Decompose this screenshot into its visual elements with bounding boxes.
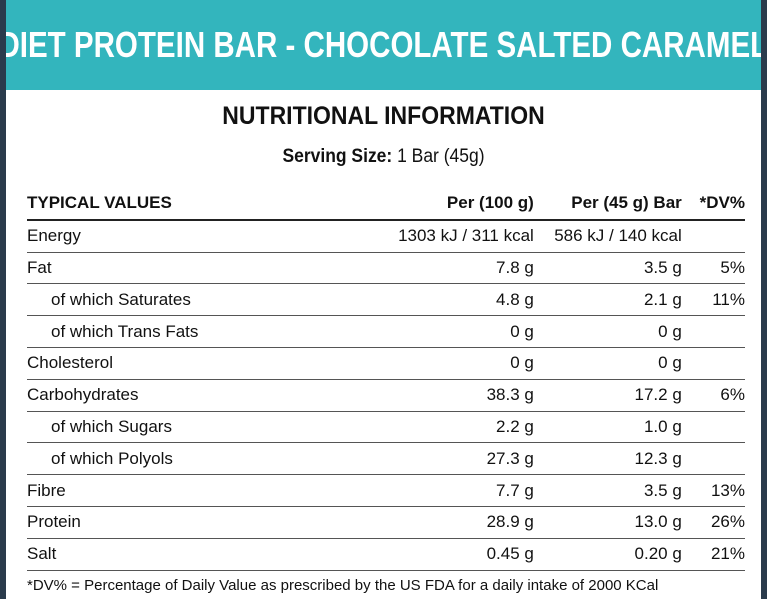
row-name: Fibre (27, 474, 356, 507)
row-per-bar: 13.0 g (533, 506, 682, 539)
header-per-bar: Per (45 g) Bar (533, 188, 682, 221)
row-name: of which Trans Fats (27, 315, 356, 348)
row-per-100g: 1303 kJ / 311 kcal (355, 219, 534, 253)
table-header-row: TYPICAL VALUES Per (100 g) Per (45 g) Ba… (27, 188, 745, 221)
row-per-100g: 7.8 g (355, 252, 534, 285)
row-dv (681, 315, 745, 348)
row-dv: 6% (681, 379, 745, 412)
row-per-100g: 38.3 g (355, 379, 534, 412)
serving-size-label: Serving Size: (282, 146, 393, 167)
table-row: of which Polyols 27.3 g 12.3 g (27, 442, 745, 476)
row-per-bar: 0 g (533, 315, 682, 348)
row-name: Energy (27, 219, 356, 253)
row-per-100g: 28.9 g (355, 506, 534, 539)
row-name: of which Saturates (27, 283, 356, 317)
row-per-bar: 17.2 g (533, 379, 682, 412)
row-per-100g: 7.7 g (355, 474, 534, 507)
row-dv: 26% (681, 506, 745, 539)
row-per-bar: 2.1 g (533, 283, 682, 317)
row-dv: 21% (681, 538, 745, 571)
table-row: Fat 7.8 g 3.5 g 5% (27, 252, 745, 285)
table-row: Fibre 7.7 g 3.5 g 13% (27, 474, 745, 507)
serving-size-value: 1 Bar (45g) (397, 146, 485, 167)
table-row: of which Sugars 2.2 g 1.0 g (27, 411, 745, 444)
row-per-100g: 27.3 g (355, 442, 534, 476)
header-dv: *DV% (681, 188, 745, 221)
footnote: *DV% = Percentage of Daily Value as pres… (27, 577, 659, 594)
section-heading: NUTRITIONAL INFORMATION (222, 102, 545, 130)
row-dv (681, 411, 745, 444)
row-per-100g: 0 g (355, 315, 534, 348)
table-row: Salt 0.45 g 0.20 g 21% (27, 538, 745, 571)
table-row: Protein 28.9 g 13.0 g 26% (27, 506, 745, 539)
row-per-bar: 0 g (533, 347, 682, 380)
row-name: Cholesterol (27, 347, 356, 380)
row-per-100g: 0 g (355, 347, 534, 380)
row-per-bar: 3.5 g (533, 252, 682, 285)
table-row: of which Trans Fats 0 g 0 g (27, 315, 745, 348)
product-title: DIET PROTEIN BAR - CHOCOLATE SALTED CARA… (6, 24, 761, 65)
row-name: of which Sugars (27, 411, 356, 444)
row-dv: 5% (681, 252, 745, 285)
row-dv: 11% (681, 283, 745, 317)
row-dv (681, 219, 745, 253)
row-name: Carbohydrates (27, 379, 356, 412)
row-per-bar: 3.5 g (533, 474, 682, 507)
row-dv (681, 442, 745, 476)
row-per-bar: 586 kJ / 140 kcal (533, 219, 682, 253)
row-per-100g: 2.2 g (355, 411, 534, 444)
row-per-bar: 12.3 g (533, 442, 682, 476)
nutrition-panel: DIET PROTEIN BAR - CHOCOLATE SALTED CARA… (6, 0, 761, 599)
row-name: Protein (27, 506, 356, 539)
table-row: Carbohydrates 38.3 g 17.2 g 6% (27, 379, 745, 412)
title-banner: DIET PROTEIN BAR - CHOCOLATE SALTED CARA… (6, 0, 761, 90)
row-dv: 13% (681, 474, 745, 507)
table-row: of which Saturates 4.8 g 2.1 g 11% (27, 283, 745, 317)
row-per-bar: 1.0 g (533, 411, 682, 444)
row-name: of which Polyols (27, 442, 356, 476)
header-typical-values: TYPICAL VALUES (27, 188, 356, 221)
table-row: Cholesterol 0 g 0 g (27, 347, 745, 380)
row-name: Fat (27, 252, 356, 285)
row-per-100g: 4.8 g (355, 283, 534, 317)
nutrition-table: TYPICAL VALUES Per (100 g) Per (45 g) Ba… (27, 188, 745, 571)
row-per-100g: 0.45 g (355, 538, 534, 571)
header-per-100g: Per (100 g) (355, 188, 534, 221)
serving-size: Serving Size: 1 Bar (45g) (36, 146, 731, 168)
table-row: Energy 1303 kJ / 311 kcal 586 kJ / 140 k… (27, 219, 745, 253)
row-per-bar: 0.20 g (533, 538, 682, 571)
row-dv (681, 347, 745, 380)
row-name: Salt (27, 538, 356, 571)
